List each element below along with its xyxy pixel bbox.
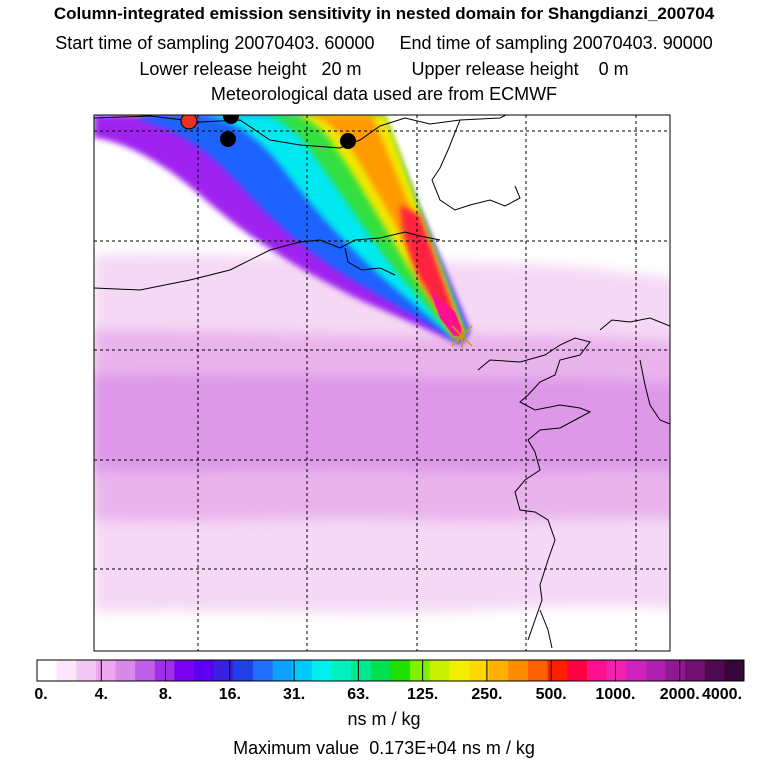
sampling-time-line: Start time of sampling 20070403. 60000 E… [0,33,768,54]
colorbar-swatch [527,660,549,681]
colorbar-swatch [154,660,175,681]
met-data-line: Meteorological data used are from ECMWF [210,84,558,104]
colorbar-tick-label: 63. [347,686,370,703]
max-value-label: Maximum value [233,738,360,758]
station-dot-black [340,133,356,149]
coastline-bohai [431,119,521,211]
colorbar-swatch [508,660,529,681]
colorbar-swatch [704,660,725,681]
haze-mid [94,374,670,473]
station-dot-black [220,131,236,147]
colorbar-swatch [272,660,293,681]
colorbar-tick-label: 31. [282,686,306,703]
colorbar [36,659,745,682]
colorbar-tick-label: 8. [158,686,173,703]
max-value-units: ns m / kg [461,738,535,758]
colorbar-swatch [233,660,254,681]
colorbar-tick-label: 125. [407,686,439,703]
colorbar-swatch [665,660,686,681]
start-time-label: Start time of sampling [55,33,230,53]
lower-height-value: 20 m [321,59,362,79]
lower-height-label: Lower release height [139,59,307,79]
colorbar-swatch [449,660,470,681]
station-dot-red [180,115,198,130]
colorbar-tick-label: 4. [94,686,108,703]
colorbar-swatch [292,660,313,681]
colorbar-swatch [586,660,608,681]
colorbar-swatch [410,660,431,681]
colorbar-swatch [429,660,450,681]
release-site-cross [451,324,473,348]
colorbar-swatch [351,660,372,681]
colorbar-swatch [311,660,333,681]
colorbar-swatch [370,660,391,681]
colorbar-swatch [253,660,274,681]
coastline-east [344,247,396,276]
colorbar-tick-label: 250. [471,686,503,703]
release-height-line: Lower release height 20 m Upper release … [0,59,768,80]
lat-lon-grid [94,115,670,651]
colorbar-tick-label: 1000. [595,686,636,703]
colorbar-swatch [567,660,588,681]
colorbar-swatch [174,660,195,681]
plume-green [262,115,465,339]
colorbar-frame [36,659,745,682]
upper-height-value: 0 m [598,59,629,79]
colorbar-tick-label: 0. [34,686,48,703]
station-dot-black [223,115,239,124]
colorbar-swatch [76,660,97,681]
colorbar-units: ns m / kg [347,709,421,729]
colorbar-swatch [606,660,627,681]
station-markers [180,115,356,149]
plume-yellow [290,115,464,338]
end-time-label: End time of sampling [399,33,568,53]
colorbar-swatch [213,660,234,681]
colorbar-swatch [547,660,568,681]
colorbar-swatch [37,660,58,681]
upper-height-label: Upper release height [411,59,579,79]
border-line-mid [94,231,441,291]
coastline-south [539,609,553,649]
colorbar-swatch [331,660,352,681]
colorbar-tick-label: 500. [535,686,567,703]
colorbar-swatch [194,660,215,681]
colorbar-swatch [135,660,156,681]
colorbar-swatch [469,660,490,681]
colorbar-swatch [645,660,666,681]
colorbar-tick-label: 2000. [659,686,700,703]
colorbar-swatch [724,660,745,681]
plot-title: Column-integrated emission sensitivity i… [53,4,715,23]
colorbar-swatch [626,660,647,681]
colorbar-tick-label: 16. [218,686,241,703]
end-time-value: 20070403. 90000 [572,33,713,53]
coastline-korea-south [639,359,670,425]
max-value: 0.173E+04 [369,738,457,758]
colorbar-swatch [56,660,77,681]
colorbar-swatch [390,660,411,681]
plume-magenta [430,290,464,336]
start-time-value: 20070403. 60000 [234,33,375,53]
map-frame [93,114,671,652]
colorbar-swatch [488,660,509,681]
colorbar-tick-label: 4000. [701,686,743,703]
coastline-korea [599,317,670,331]
colorbar-swatch [685,660,706,681]
coastline-peninsula [477,337,592,641]
maximum-value-line: Maximum value 0.173E+04 ns m / kg [0,738,768,759]
colorbar-swatch [95,660,117,681]
colorbar-swatch [115,660,136,681]
